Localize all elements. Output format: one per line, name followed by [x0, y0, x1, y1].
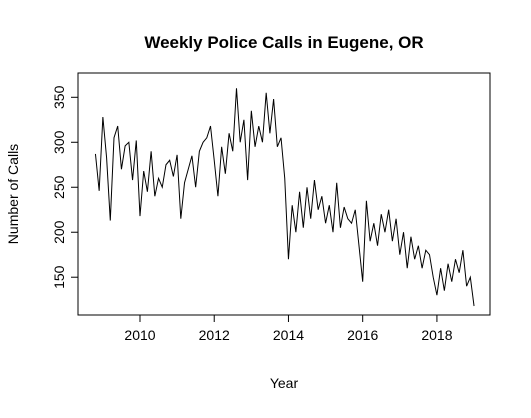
- x-axis-label: Year: [270, 375, 299, 391]
- y-tick-label: 350: [51, 85, 67, 109]
- x-tick-label: 2016: [347, 327, 378, 343]
- y-tick-label: 250: [51, 175, 67, 199]
- x-tick-label: 2018: [421, 327, 452, 343]
- data-line: [94, 88, 475, 307]
- x-tick-label: 2012: [199, 327, 230, 343]
- y-tick-label: 200: [51, 220, 67, 244]
- y-tick-label: 300: [51, 130, 67, 154]
- y-axis-label: Number of Calls: [5, 144, 21, 244]
- y-tick-label: 150: [51, 265, 67, 289]
- x-tick-label: 2010: [124, 327, 155, 343]
- chart-title: Weekly Police Calls in Eugene, OR: [144, 33, 423, 52]
- x-tick-label: 2014: [273, 327, 304, 343]
- plot-frame: [77, 72, 491, 316]
